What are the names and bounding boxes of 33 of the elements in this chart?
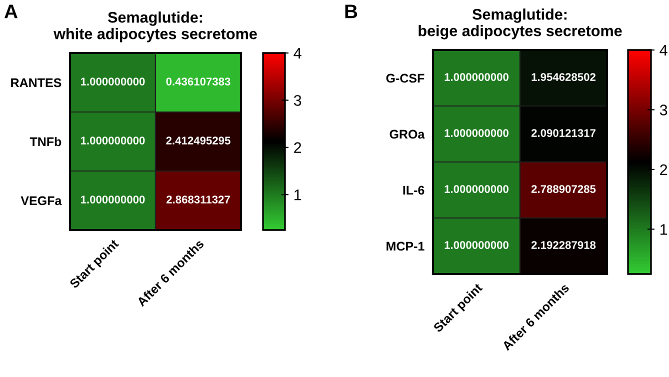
color-bar-label: 2 — [294, 142, 302, 153]
text: B — [345, 4, 358, 18]
data-label: 2.192287918 — [531, 241, 596, 249]
color-bar-label: 3 — [294, 95, 302, 106]
y-tick-label: RANTES — [11, 78, 62, 88]
color-bar-label: 4 — [660, 45, 668, 56]
data-label: 2.412495295 — [166, 136, 230, 144]
y-tick-label: GROa — [390, 130, 425, 139]
data-label: 1.000000000 — [81, 78, 145, 86]
chart-title: Semaglutide: beige adipocytes secretome — [418, 8, 622, 40]
y-tick-label: TNFb — [30, 136, 62, 146]
color-bar-label: 4 — [294, 48, 302, 59]
data-label: 1.000000000 — [444, 241, 508, 249]
y-tick-label: VEGFa — [20, 196, 62, 206]
text: A — [4, 4, 18, 18]
data-label: 1.000000000 — [81, 136, 145, 144]
y-tick-label: MCP-1 — [386, 242, 424, 251]
color-bar-label: 3 — [660, 104, 668, 116]
data-label: 2.090121317 — [531, 129, 596, 137]
y-tick-label: G-CSF — [386, 74, 424, 83]
color-bar-label: 1 — [294, 190, 302, 200]
color-bar-label: 2 — [660, 164, 668, 175]
data-label: 2.788907285 — [531, 185, 596, 193]
y-tick-label: IL-6 — [403, 186, 424, 195]
data-label: 1.000000000 — [444, 185, 508, 193]
color-bar-label: 1 — [660, 224, 668, 235]
chart-title: Semaglutide: white adipocytes secretome — [54, 12, 257, 42]
data-label: 0.436107383 — [166, 78, 230, 86]
data-label: 2.868311327 — [166, 196, 230, 204]
data-label: 1.000000000 — [81, 196, 145, 204]
data-label: 1.000000000 — [444, 73, 508, 81]
data-label: 1.000000000 — [444, 129, 508, 137]
data-label: 1.954628502 — [532, 73, 596, 81]
